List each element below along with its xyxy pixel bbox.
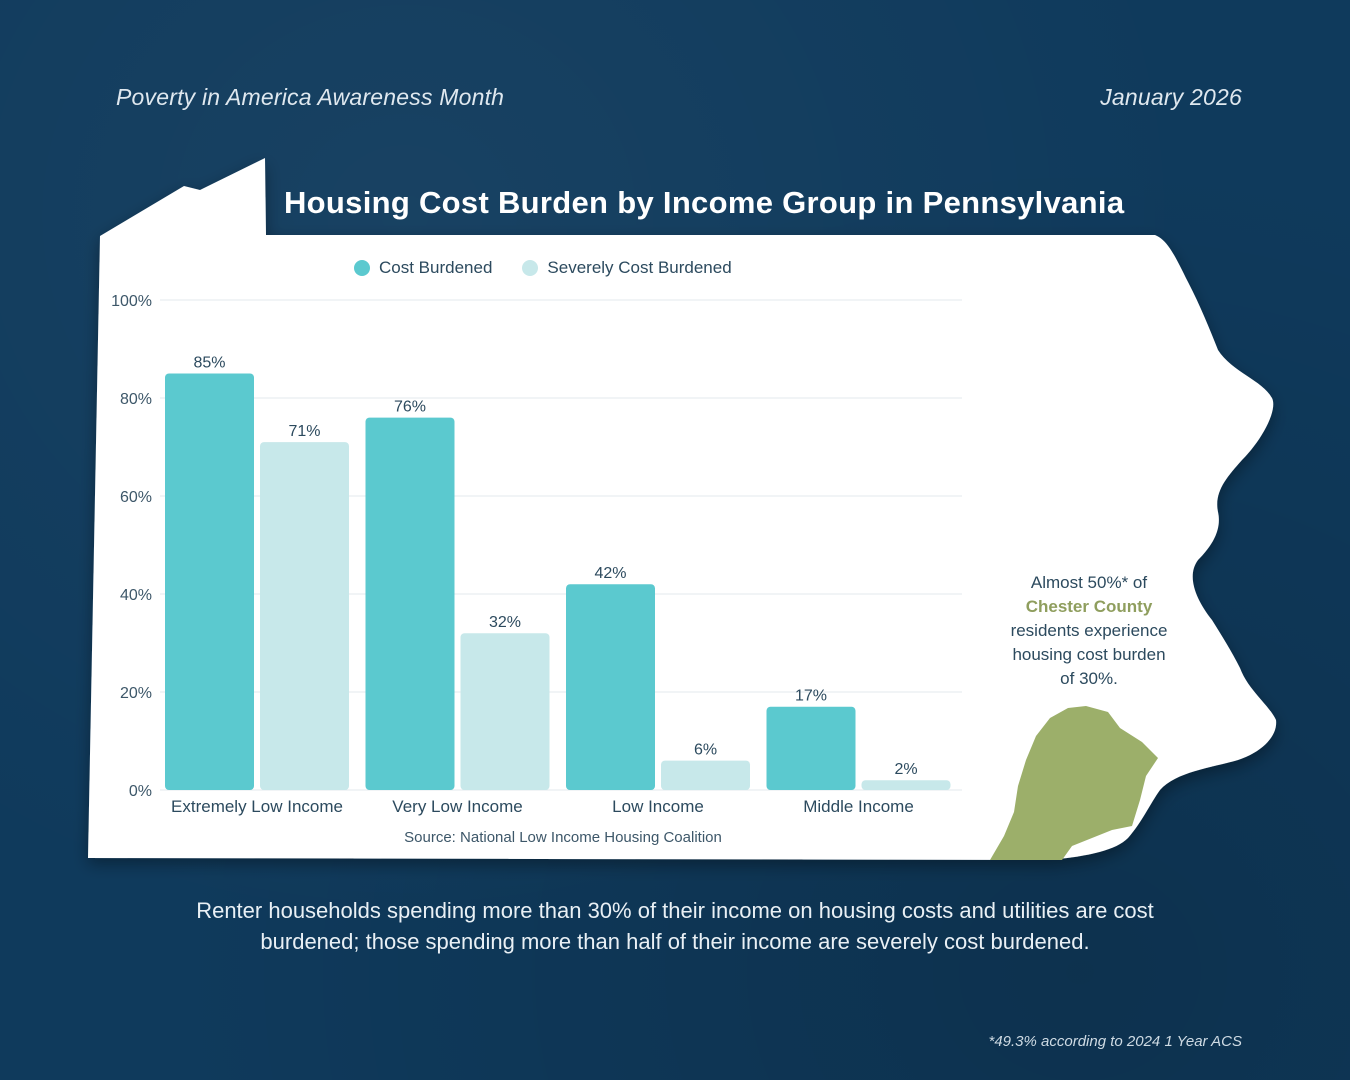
- chart-legend: Cost Burdened Severely Cost Burdened: [354, 258, 732, 278]
- chester-county-callout: Almost 50%* of Chester County residents …: [986, 571, 1192, 691]
- chart-source: Source: National Low Income Housing Coal…: [404, 829, 722, 846]
- caption-line-1: Renter households spending more than 30%…: [196, 898, 1154, 923]
- callout-line-5: of 30%.: [1060, 669, 1118, 688]
- legend-swatch-cost-burdened: [354, 260, 370, 276]
- legend-label-cost-burdened: Cost Burdened: [379, 258, 493, 277]
- callout-line-3: residents experience: [1010, 621, 1168, 640]
- callout-line-4: housing cost burden: [1012, 645, 1166, 664]
- chester-county-shape: [990, 706, 1158, 860]
- campaign-title: Poverty in America Awareness Month: [116, 84, 505, 110]
- definition-caption: Renter households spending more than 30%…: [0, 895, 1350, 957]
- chart-title: Housing Cost Burden by Income Group in P…: [284, 185, 1125, 220]
- footnote: *49.3% according to 2024 1 Year ACS: [988, 1033, 1242, 1050]
- callout-county-name: Chester County: [1025, 597, 1153, 616]
- legend-label-severely-cost-burdened: Severely Cost Burdened: [547, 258, 732, 277]
- legend-item-severely-cost-burdened: Severely Cost Burdened: [522, 258, 732, 278]
- callout-line-1: Almost 50%* of: [1030, 573, 1148, 592]
- date-label: January 2026: [1100, 84, 1242, 110]
- caption-line-2: burdened; those spending more than half …: [260, 929, 1090, 954]
- legend-item-cost-burdened: Cost Burdened: [354, 258, 492, 278]
- legend-swatch-severely-cost-burdened: [522, 260, 539, 276]
